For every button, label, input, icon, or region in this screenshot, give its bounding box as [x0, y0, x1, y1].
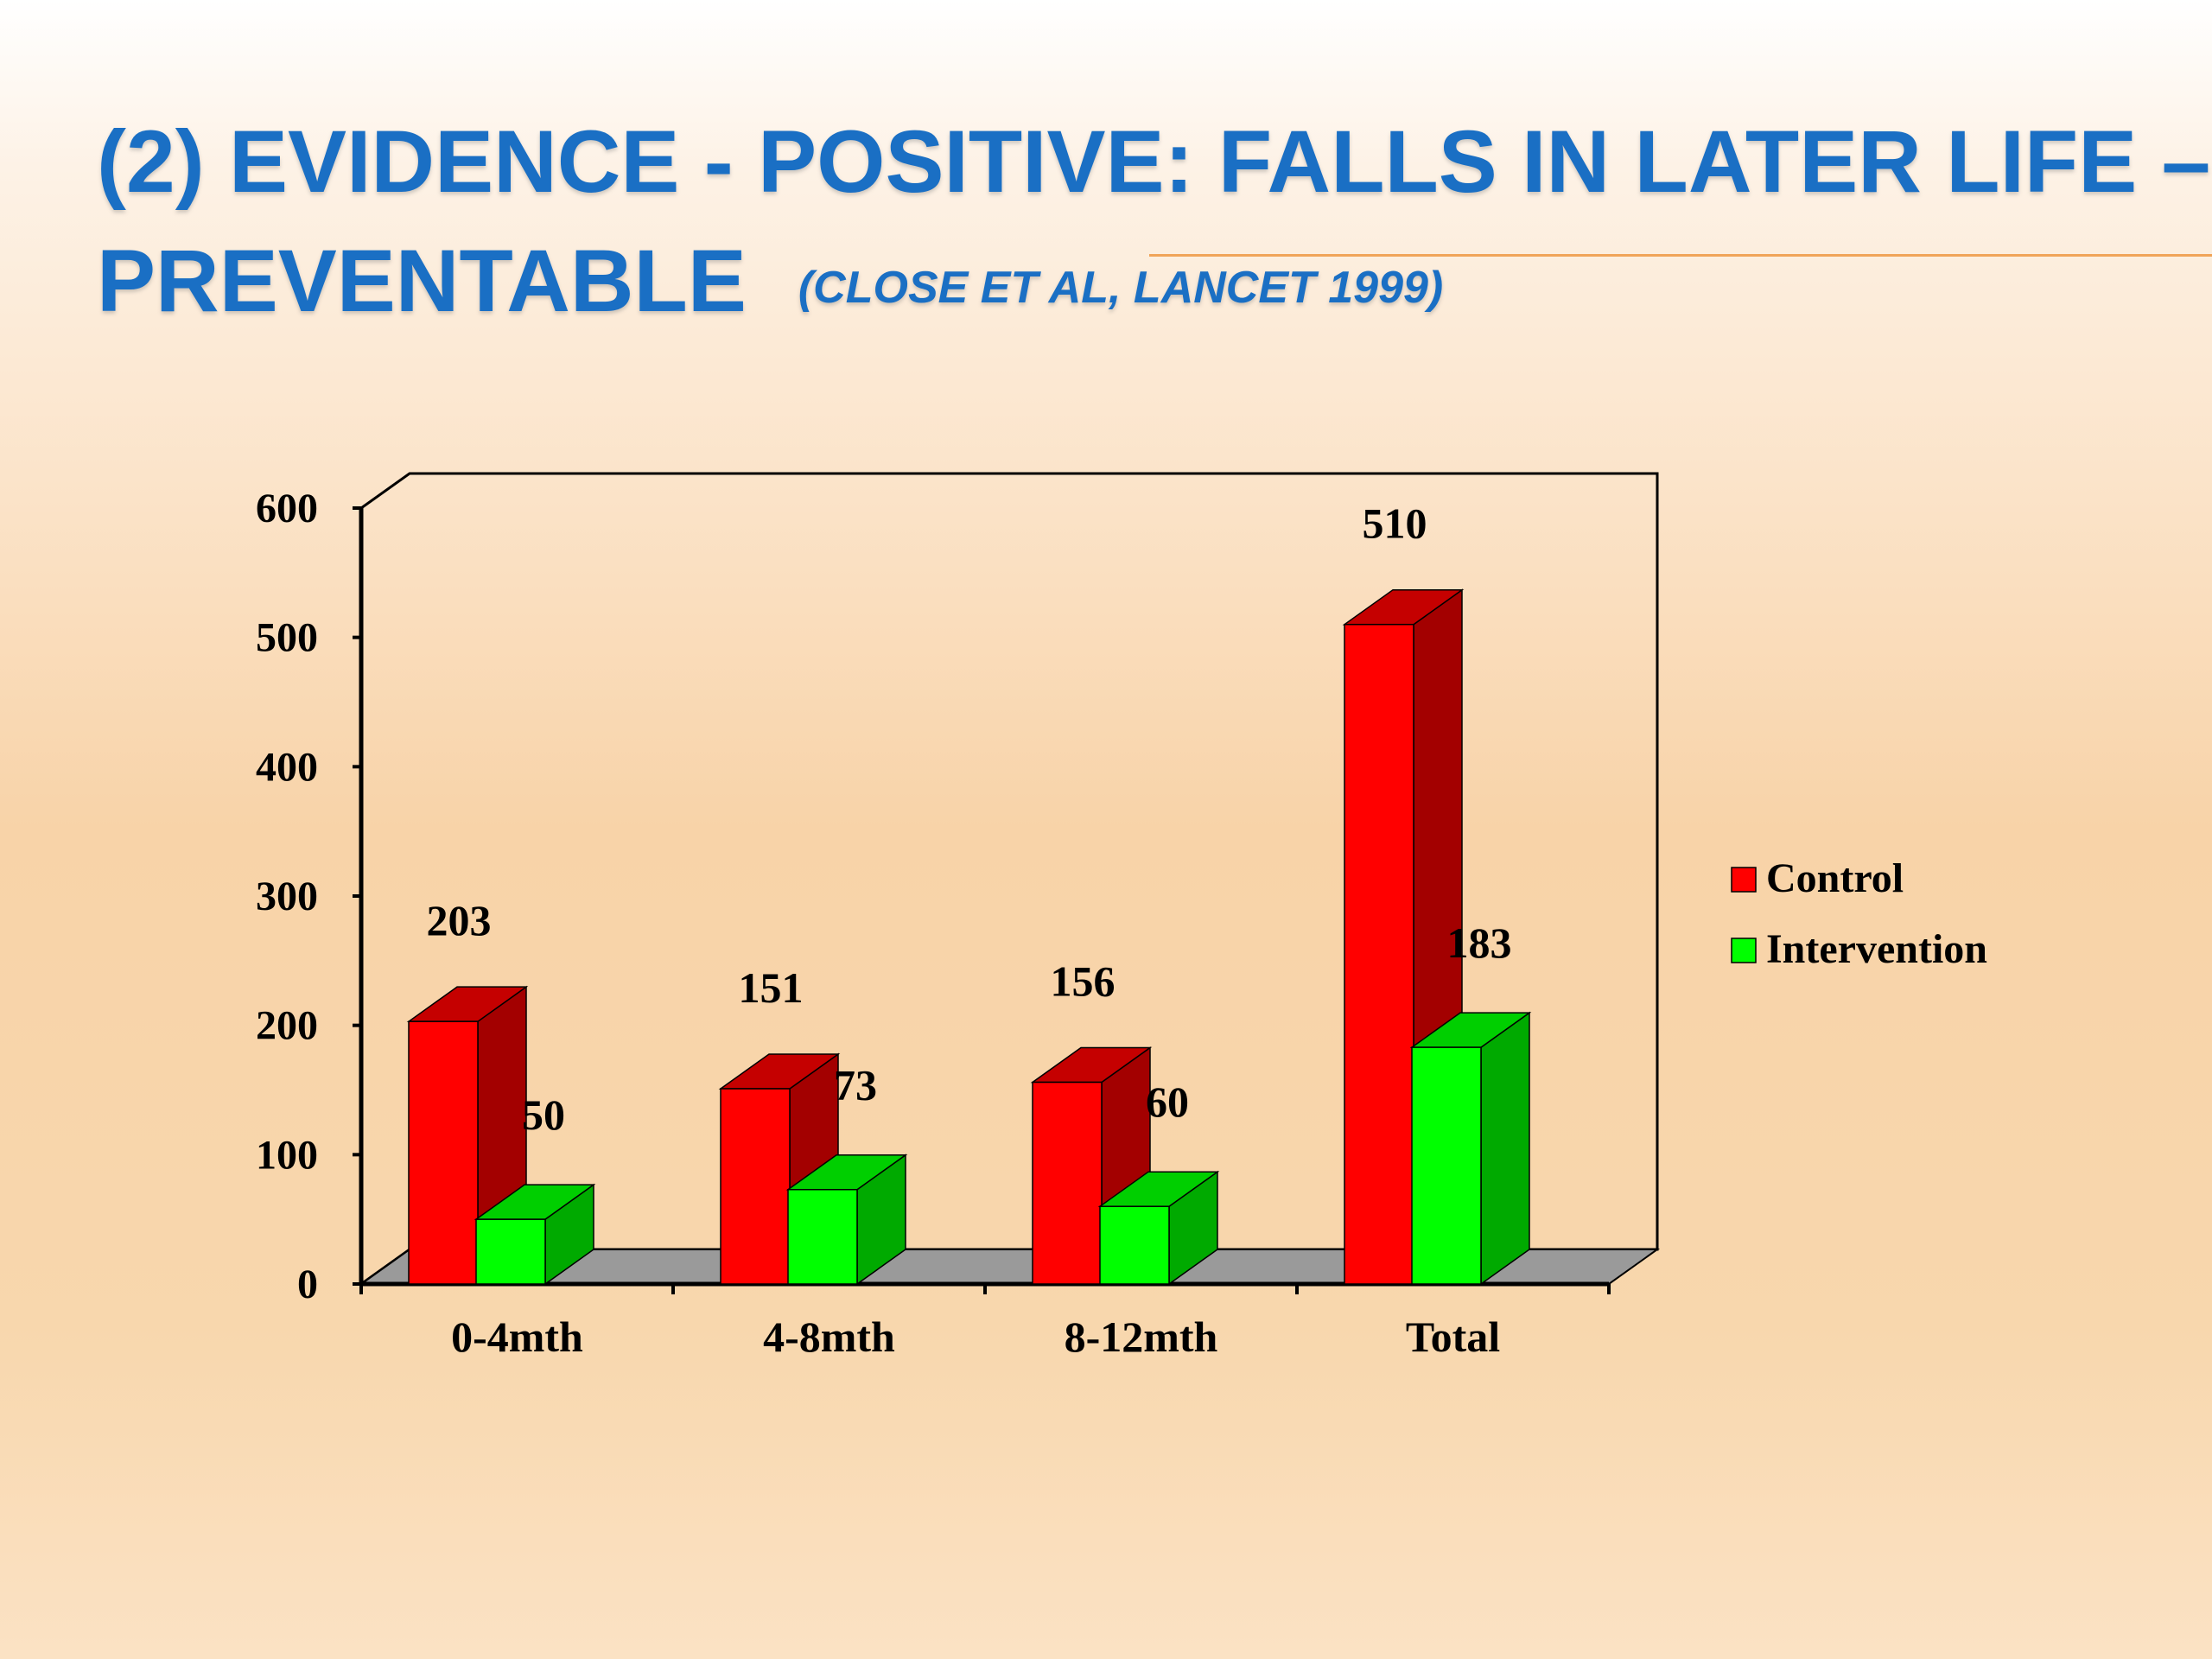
- data-label: 60: [1146, 1077, 1189, 1126]
- bar-intervention: [787, 1188, 858, 1285]
- title-divider: [1149, 254, 2212, 257]
- y-tick-label: 0: [297, 1262, 318, 1307]
- title-line-2: Preventable (Close et al, Lancet 1999): [97, 221, 2136, 347]
- y-tick-label: 200: [256, 1003, 318, 1049]
- bar-control: [1344, 623, 1414, 1285]
- data-label: 510: [1363, 499, 1427, 548]
- legend-label-control: Control: [1766, 855, 1904, 901]
- y-tick-label: 300: [256, 874, 318, 919]
- data-label: 73: [834, 1061, 877, 1109]
- x-tick-label: 0-4mth: [451, 1313, 583, 1361]
- slide-title: (2) Evidence - Positive: Falls in later …: [97, 102, 2211, 347]
- legend-swatch-intervention: [1731, 938, 1757, 963]
- bar-intervention: [1411, 1046, 1482, 1285]
- title-preventable: Preventable: [97, 232, 747, 330]
- bar-control: [720, 1088, 791, 1285]
- bar-intervention: [1099, 1205, 1170, 1285]
- x-tick-label: 8-12mth: [1065, 1313, 1218, 1361]
- data-label: 151: [739, 963, 804, 1012]
- data-label: 50: [522, 1090, 565, 1139]
- data-label: 203: [427, 896, 492, 944]
- y-tick-label: 400: [256, 744, 318, 790]
- y-tick-label: 100: [256, 1132, 318, 1178]
- data-label: 156: [1051, 957, 1116, 1006]
- title-citation: (Close et al, Lancet 1999): [798, 263, 1444, 314]
- y-tick-label: 600: [256, 486, 318, 531]
- x-tick-label: 4-8mth: [763, 1313, 895, 1361]
- bar-control: [408, 1020, 479, 1285]
- legend-label-intervention: Intervention: [1766, 926, 1987, 972]
- legend-swatch-control: [1731, 867, 1757, 893]
- data-label: 183: [1447, 918, 1512, 967]
- x-tick-label: Total: [1406, 1313, 1500, 1361]
- title-line-1: (2) Evidence - Positive: Falls in later …: [97, 112, 2211, 211]
- y-tick-label: 500: [256, 615, 318, 661]
- bar-control: [1032, 1081, 1103, 1285]
- bar-intervention: [475, 1218, 546, 1285]
- bar-intervention-side: [1480, 1011, 1530, 1286]
